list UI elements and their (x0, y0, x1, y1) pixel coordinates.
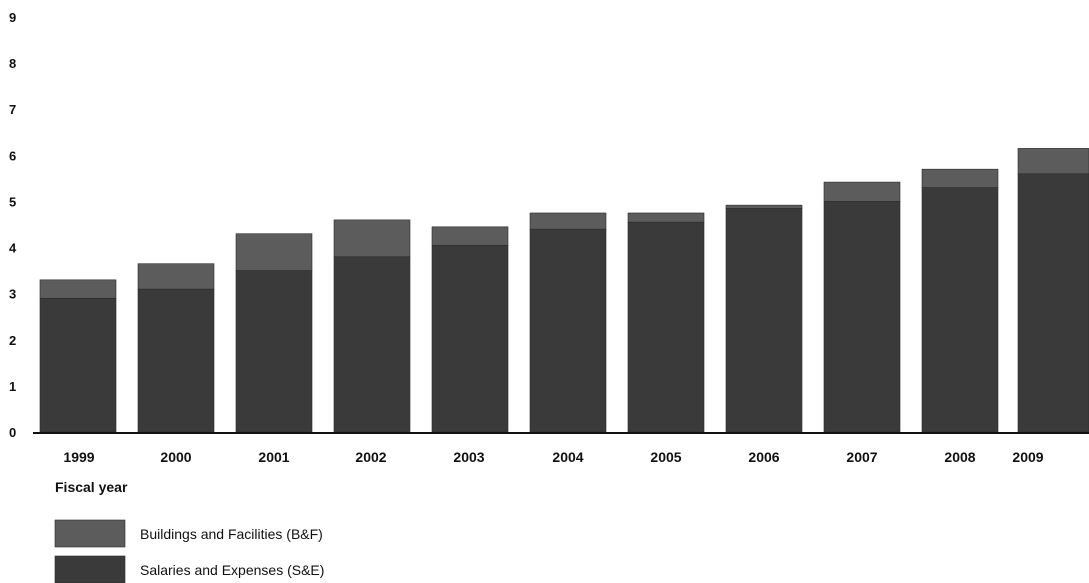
bar-segment-salaries-2004 (529, 228, 607, 433)
x-tick-label-2002: 2002 (355, 449, 386, 465)
bar-segment-salaries-2001 (235, 270, 313, 433)
y-tick-label: 5 (9, 194, 16, 209)
bar-segment-salaries-2007 (823, 201, 901, 433)
y-tick-label: 9 (9, 10, 16, 25)
legend-label-buildings: Buildings and Facilities (B&F) (140, 526, 323, 542)
bar-segment-buildings-2000 (137, 263, 215, 290)
bars (39, 148, 1089, 433)
x-tick-label-2000: 2000 (160, 449, 191, 465)
y-tick-label: 6 (9, 148, 16, 163)
legend: Buildings and Facilities (B&F) Salaries … (54, 519, 324, 583)
x-tick-label-2004: 2004 (552, 449, 583, 465)
bar-segment-buildings-2008 (921, 168, 999, 188)
y-tick-label: 8 (9, 56, 16, 71)
bar-segment-salaries-1999 (39, 297, 117, 433)
bar-segment-salaries-2008 (921, 187, 999, 433)
bar-segment-buildings-2005 (627, 212, 705, 223)
legend-swatch-salaries (54, 555, 126, 583)
bar-segment-salaries-2002 (333, 256, 411, 433)
y-tick-label: 7 (9, 102, 16, 117)
y-axis-ticks: 0 1 2 3 4 5 6 7 8 9 (9, 10, 17, 440)
legend-swatch-buildings (54, 519, 126, 548)
x-tick-label-2006: 2006 (748, 449, 779, 465)
y-tick-label: 1 (9, 379, 16, 394)
bar-segment-buildings-2004 (529, 212, 607, 230)
x-tick-label-1999: 1999 (63, 449, 94, 465)
x-tick-label-2007: 2007 (846, 449, 877, 465)
x-tick-label-2001: 2001 (258, 449, 289, 465)
y-tick-label: 0 (9, 425, 16, 440)
bar-segment-salaries-2003 (431, 244, 509, 433)
bar-segment-buildings-2002 (333, 219, 411, 258)
bar-segment-salaries-2009 (1017, 173, 1089, 433)
bar-segment-salaries-2005 (627, 221, 705, 433)
x-tick-label-2003: 2003 (453, 449, 484, 465)
x-axis-ticks: 1999 2000 2001 2002 2003 2004 2005 2006 2007 2008… (63, 449, 1043, 465)
bar-segment-buildings-2003 (431, 226, 509, 246)
bar-segment-salaries-2006 (725, 208, 803, 433)
bar-segment-buildings-2007 (823, 181, 901, 202)
x-tick-label-2005: 2005 (650, 449, 681, 465)
x-axis-title: Fiscal year (55, 479, 128, 495)
bar-segment-salaries-2000 (137, 288, 215, 433)
bar-segment-buildings-1999 (39, 279, 117, 299)
bar-segment-buildings-2001 (235, 233, 313, 271)
bar-segment-buildings-2006 (725, 204, 803, 209)
x-tick-label-2008: 2008 (944, 449, 975, 465)
bar-segment-buildings-2009 (1017, 148, 1089, 175)
legend-label-salaries: Salaries and Expenses (S&E) (140, 562, 324, 578)
y-tick-label: 2 (9, 333, 16, 348)
x-tick-label-2009: 2009 (1012, 449, 1043, 465)
y-tick-label: 4 (9, 241, 17, 256)
y-tick-label: 3 (9, 287, 16, 302)
